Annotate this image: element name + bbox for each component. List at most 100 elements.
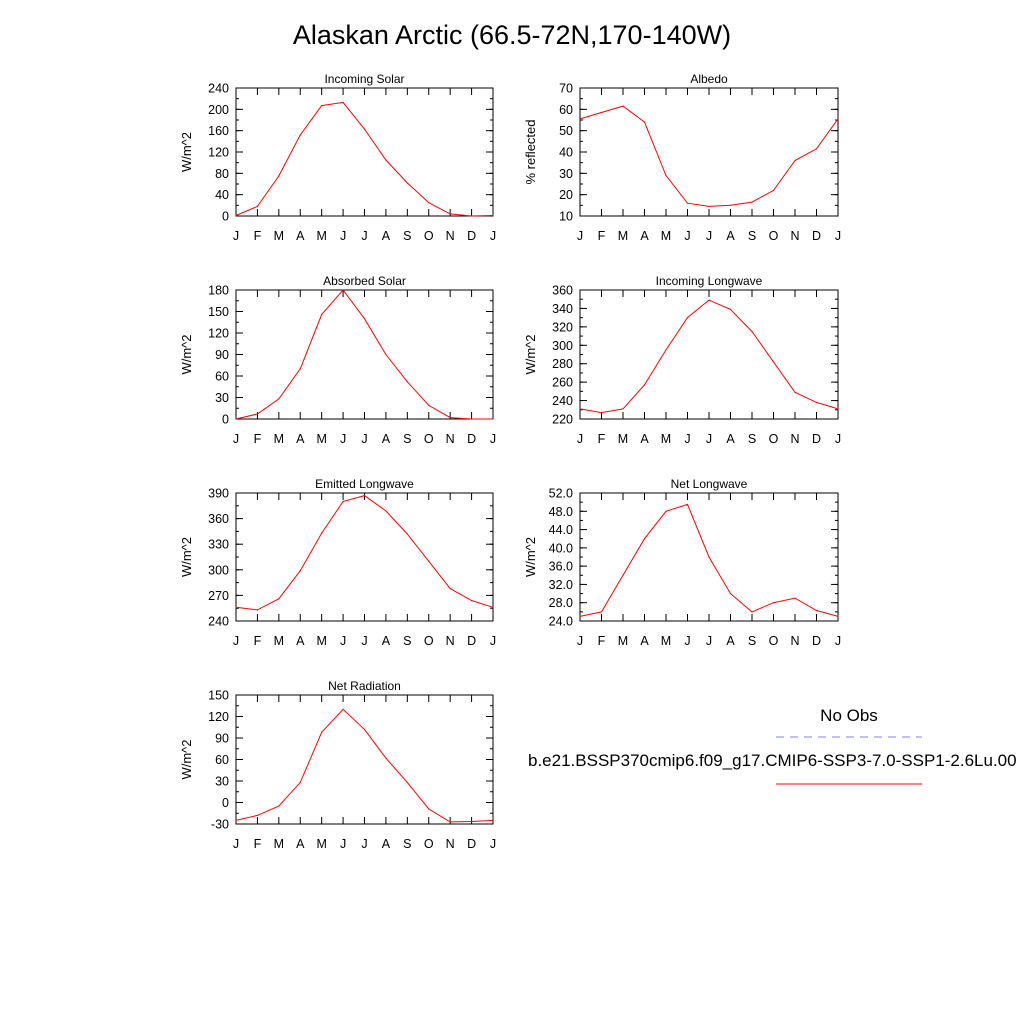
data-point xyxy=(235,214,237,217)
x-tick-label: F xyxy=(254,634,262,648)
chart-title: Net Radiation xyxy=(328,679,401,693)
data-point xyxy=(815,609,818,612)
y-tick-label: 90 xyxy=(215,348,229,362)
data-point xyxy=(600,111,603,114)
data-point xyxy=(643,538,646,540)
x-tick-label: M xyxy=(274,634,284,648)
page-title: Alaskan Arctic (66.5-72N,170-140W) xyxy=(292,20,732,50)
data-point xyxy=(470,820,473,823)
x-tick-label: A xyxy=(296,229,305,243)
y-axis-label: W/m^2 xyxy=(179,132,194,172)
data-point xyxy=(600,611,603,613)
x-tick-label: O xyxy=(424,432,434,446)
x-tick-label: J xyxy=(340,229,346,243)
y-tick-label: 120 xyxy=(208,327,229,341)
data-point xyxy=(837,615,839,618)
y-tick-label: 260 xyxy=(552,376,573,390)
data-point xyxy=(406,533,408,535)
data-point xyxy=(665,174,667,177)
x-tick-label: J xyxy=(706,229,712,243)
data-point xyxy=(256,413,259,415)
y-tick-label: 300 xyxy=(552,339,573,353)
x-tick-label: J xyxy=(490,229,496,243)
y-tick-label: 60 xyxy=(559,103,573,117)
data-point xyxy=(708,299,710,301)
x-tick-label: O xyxy=(424,229,434,243)
y-axis-label: W/m^2 xyxy=(179,537,194,577)
data-point xyxy=(385,510,387,512)
y-tick-label: 44.0 xyxy=(549,523,573,537)
x-tick-label: D xyxy=(812,634,821,648)
y-tick-label: 0 xyxy=(222,413,229,427)
data-point xyxy=(449,213,451,215)
y-tick-label: 32.0 xyxy=(549,578,573,592)
y-tick-label: 280 xyxy=(552,357,573,371)
data-point xyxy=(708,556,710,558)
data-point xyxy=(751,201,753,203)
x-tick-label: O xyxy=(424,837,434,851)
data-point xyxy=(449,587,451,590)
y-tick-label: 340 xyxy=(552,302,573,316)
x-tick-label: O xyxy=(769,634,779,648)
y-axis-label: W/m^2 xyxy=(523,537,538,577)
data-point xyxy=(837,408,839,410)
data-point xyxy=(342,289,344,291)
series-line xyxy=(235,495,494,611)
y-tick-label: 40 xyxy=(215,188,229,202)
data-point xyxy=(622,574,624,576)
y-tick-label: 80 xyxy=(215,167,229,181)
x-tick-label: F xyxy=(254,229,262,243)
x-tick-label: N xyxy=(446,837,455,851)
x-tick-label: M xyxy=(274,837,284,851)
data-point xyxy=(686,503,689,506)
data-point xyxy=(772,361,775,363)
x-tick-label: A xyxy=(640,634,649,648)
data-point xyxy=(406,781,408,784)
x-tick-label: M xyxy=(274,432,284,446)
y-tick-label: 320 xyxy=(552,320,573,334)
data-point xyxy=(321,532,323,534)
data-point xyxy=(622,408,624,410)
data-point xyxy=(256,609,259,611)
x-tick-label: M xyxy=(316,229,326,243)
data-point xyxy=(342,500,344,503)
y-tick-label: 240 xyxy=(552,394,573,408)
x-tick-label: J xyxy=(490,634,496,648)
chart-panel: Incoming Longwave W/m^2 220 240 260 280 300 320… xyxy=(523,274,841,446)
y-tick-label: 120 xyxy=(208,146,229,160)
y-tick-label: 60 xyxy=(215,370,229,384)
data-point xyxy=(492,606,494,608)
x-tick-label: M xyxy=(661,634,671,648)
data-point xyxy=(363,728,366,731)
x-tick-label: A xyxy=(726,432,735,446)
data-point xyxy=(235,418,237,420)
data-point xyxy=(299,570,301,572)
x-tick-label: M xyxy=(618,229,628,243)
x-tick-label: F xyxy=(598,432,606,446)
x-tick-label: D xyxy=(467,634,476,648)
series-line xyxy=(235,289,493,420)
data-point xyxy=(321,313,323,315)
x-tick-label: J xyxy=(706,634,712,648)
chart-title: Absorbed Solar xyxy=(323,274,406,288)
x-tick-label: J xyxy=(361,634,367,648)
y-tick-label: 330 xyxy=(208,538,229,552)
data-point xyxy=(321,731,323,733)
data-point xyxy=(278,175,280,177)
x-tick-label: S xyxy=(403,837,411,851)
data-point xyxy=(470,418,473,420)
data-point xyxy=(278,598,280,600)
chart-title: Emitted Longwave xyxy=(315,477,414,491)
data-point xyxy=(363,318,366,320)
y-tick-label: 20 xyxy=(559,188,573,202)
x-tick-label: J xyxy=(835,229,841,243)
x-tick-label: A xyxy=(382,229,391,243)
data-point xyxy=(815,401,818,404)
y-tick-label: 300 xyxy=(208,563,229,577)
x-tick-label: F xyxy=(254,837,262,851)
x-tick-label: A xyxy=(296,837,305,851)
data-point xyxy=(729,204,732,206)
data-point xyxy=(470,599,473,602)
